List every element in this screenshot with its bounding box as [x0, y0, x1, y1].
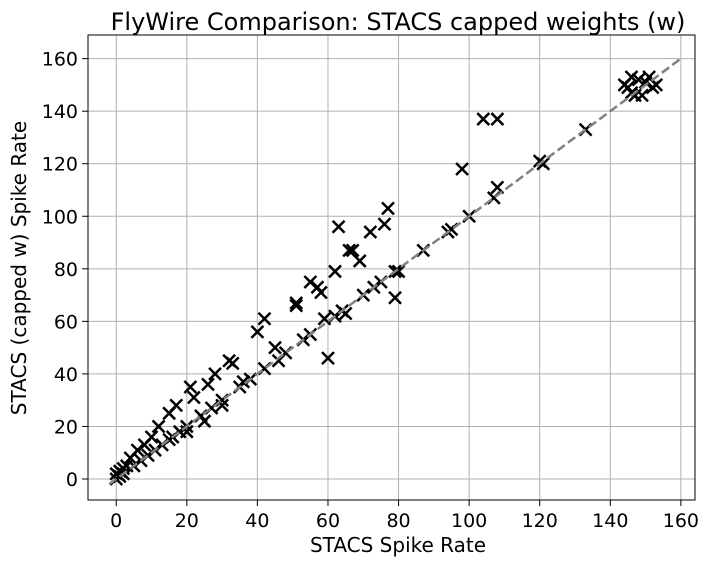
data-point	[352, 254, 367, 268]
reference-line	[108, 57, 682, 486]
data-point	[624, 85, 639, 100]
x-tick-label: 120	[522, 510, 558, 532]
y-tick-label: 160	[42, 49, 78, 71]
data-point	[476, 112, 491, 126]
data-point	[345, 243, 360, 258]
data-point	[222, 353, 237, 368]
data-point	[208, 367, 222, 381]
x-tick-label: 40	[245, 510, 269, 532]
data-point	[642, 70, 657, 84]
x-axis-label: STACS Spike Rate	[310, 533, 486, 557]
x-tick-label: 160	[663, 510, 699, 532]
y-tick-label: 40	[54, 364, 78, 386]
plot-frame	[87, 34, 696, 501]
y-tick-label: 80	[54, 259, 78, 281]
data-point	[197, 414, 212, 429]
x-tick-label: 60	[316, 510, 340, 532]
data-point	[257, 311, 272, 326]
data-point	[338, 306, 353, 321]
data-point	[116, 461, 131, 476]
data-point	[289, 298, 304, 313]
data-point	[179, 424, 194, 439]
data-point	[201, 377, 215, 392]
data-point	[137, 437, 152, 452]
data-point	[321, 351, 335, 366]
data-point	[186, 390, 201, 405]
x-tick-label: 80	[386, 510, 410, 532]
data-point	[236, 374, 251, 389]
data-point	[391, 264, 406, 279]
y-tick-label: 20	[54, 416, 78, 438]
data-point	[342, 243, 357, 258]
data-point	[289, 296, 304, 310]
y-tick-label: 140	[42, 101, 78, 123]
data-point	[123, 451, 138, 465]
y-tick-label: 0	[66, 469, 78, 491]
data-point	[250, 324, 265, 339]
chart-title: FlyWire Comparison: STACS capped weights…	[111, 8, 686, 36]
data-point	[317, 311, 332, 326]
y-tick-label: 60	[54, 311, 78, 333]
x-tick-label: 140	[592, 510, 628, 532]
data-point	[490, 112, 505, 126]
y-tick-label: 120	[42, 154, 78, 176]
data-point	[314, 285, 328, 300]
data-point	[215, 398, 229, 413]
data-point	[303, 275, 318, 289]
x-tick-label: 0	[110, 510, 122, 532]
data-point	[331, 219, 346, 234]
data-point	[363, 225, 378, 239]
data-point	[183, 380, 198, 394]
x-tick-label: 20	[175, 510, 199, 532]
data-point	[271, 353, 286, 368]
y-axis-label: STACS (capped w) Spike Rate	[7, 121, 31, 415]
data-point	[268, 340, 282, 355]
data-point	[151, 419, 166, 434]
x-tick-label: 100	[451, 510, 487, 532]
data-point	[388, 290, 402, 305]
data-point	[381, 201, 395, 216]
y-tick-label: 100	[42, 206, 78, 228]
data-point	[455, 162, 469, 176]
data-point	[536, 156, 551, 171]
data-point	[162, 406, 177, 421]
data-point	[328, 264, 342, 279]
data-point	[377, 217, 392, 232]
data-point	[109, 466, 124, 481]
